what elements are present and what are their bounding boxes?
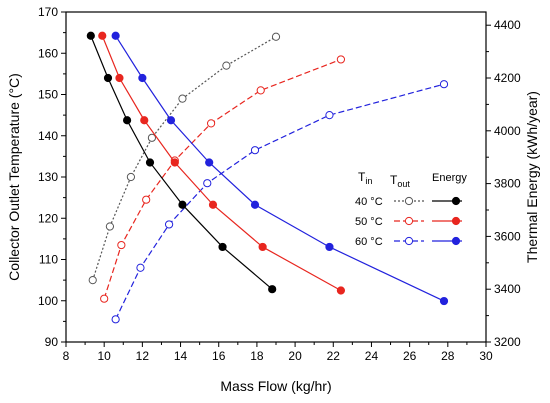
x-tick-label: 24	[365, 349, 379, 363]
x-tick-label: 30	[479, 349, 493, 363]
data-point	[218, 242, 227, 252]
data-point	[103, 73, 113, 83]
y-right-tick-label: 4200	[494, 71, 521, 85]
legend-tout-marker	[404, 216, 414, 226]
legend-label: 60 °C	[355, 236, 383, 248]
x-tick-label: 8	[63, 349, 70, 363]
x-tick-label: 12	[136, 349, 150, 363]
data-point	[126, 172, 136, 182]
data-point	[271, 32, 281, 41]
data-point	[147, 133, 157, 142]
y-right-tick-label: 3600	[494, 229, 521, 243]
data-point	[206, 119, 216, 128]
y-right-tick-label: 3800	[494, 177, 521, 191]
data-point	[117, 240, 126, 250]
y-right-tick-label: 3400	[494, 282, 521, 296]
data-point	[140, 116, 149, 125]
x-tick-label: 10	[98, 349, 112, 363]
legend-header-tout: Tout	[390, 173, 410, 189]
data-point	[336, 286, 346, 295]
x-tick-label: 16	[212, 349, 226, 363]
data-point	[105, 222, 115, 231]
data-point	[256, 86, 265, 95]
data-point	[145, 158, 155, 167]
legend-header-energy: Energy	[432, 172, 467, 184]
legend-energy-marker	[451, 236, 461, 246]
data-point	[136, 263, 145, 272]
legend-tout-marker	[404, 236, 414, 246]
data-point	[86, 31, 95, 40]
x-tick-label: 28	[441, 349, 455, 363]
y-left-tick-label: 130	[38, 170, 58, 184]
legend-energy-marker	[451, 196, 461, 206]
x-tick-label: 20	[288, 349, 302, 363]
series-line	[115, 35, 445, 302]
data-point	[170, 158, 179, 167]
legend: Tin Tout Energy 40 °C 50 °C 60 °C	[355, 170, 467, 248]
y-left-axis-title: Collector Outlet Temperature (°C)	[6, 73, 22, 281]
data-point	[122, 116, 132, 125]
data-point	[115, 73, 124, 83]
data-point	[325, 111, 334, 120]
x-tick-label: 14	[174, 349, 188, 363]
data-point	[250, 200, 260, 209]
data-point	[164, 220, 174, 229]
data-point	[138, 73, 147, 83]
x-tick-label: 22	[327, 349, 341, 363]
legend-header-tin: Tin	[358, 170, 372, 186]
legend-energy-marker	[451, 216, 461, 226]
y-left-tick-label: 110	[39, 253, 58, 267]
data-point	[88, 276, 97, 285]
data-point	[439, 296, 449, 306]
y-right-tick-label: 4400	[494, 18, 521, 32]
data-point	[336, 55, 346, 64]
y-right-axis-title: Thermal Energy (kWh/year)	[524, 91, 540, 263]
y-left-tick-label: 90	[45, 335, 59, 349]
data-point	[268, 285, 277, 294]
data-point	[98, 31, 107, 40]
x-axis-title: Mass Flow (kg/hr)	[220, 378, 331, 394]
data-point	[439, 80, 449, 89]
data-point	[208, 200, 218, 209]
y-left-tick-label: 160	[38, 46, 58, 60]
data-point	[325, 242, 334, 252]
legend-label: 40 °C	[355, 196, 383, 208]
y-left-tick-label: 140	[38, 129, 58, 143]
x-ticks: 8 10 12 14 16 18 20 22 24 26 28 30	[63, 342, 493, 363]
data-point	[250, 146, 260, 155]
data-point	[142, 195, 151, 204]
data-point	[258, 242, 267, 252]
series-line	[115, 83, 445, 320]
data-point	[222, 61, 231, 70]
series-line	[103, 58, 342, 299]
x-tick-label: 18	[250, 349, 264, 363]
y-left-tick-label: 100	[38, 294, 58, 308]
data-point	[111, 315, 120, 324]
data-point	[178, 94, 187, 103]
series-group	[86, 31, 449, 324]
y-left-tick-label: 170	[38, 5, 58, 19]
data-point	[100, 294, 109, 303]
legend-label: 50 °C	[355, 216, 383, 228]
y-left-ticks: 90 100 110 120 130 140 150 160 170	[38, 5, 66, 349]
x-tick-label: 26	[403, 349, 417, 363]
data-point	[111, 31, 120, 40]
legend-tout-marker	[404, 196, 414, 206]
data-point	[178, 200, 187, 209]
data-point	[166, 116, 176, 125]
y-right-ticks: 3200 3400 3600 3800 4000 4200 4400	[486, 18, 521, 349]
y-right-tick-label: 3200	[494, 335, 521, 349]
y-left-tick-label: 150	[38, 88, 58, 102]
y-right-tick-label: 4000	[494, 124, 521, 138]
y-left-tick-label: 120	[38, 211, 58, 225]
data-point	[205, 158, 214, 167]
data-point	[203, 179, 212, 188]
